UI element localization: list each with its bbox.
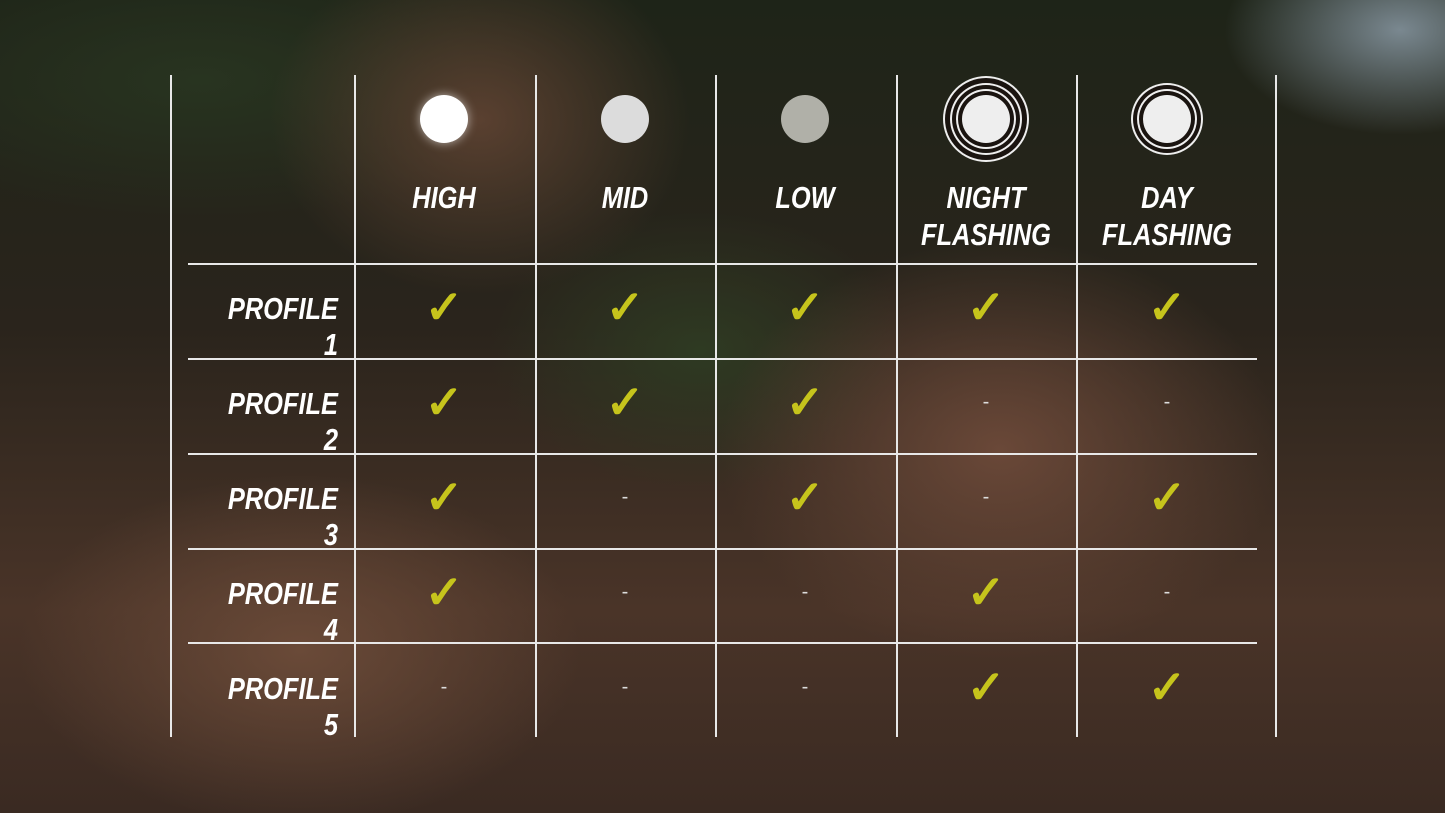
check-icon: ✓ <box>966 566 1006 618</box>
column-label-line: NIGHT <box>946 180 1026 215</box>
check-icon: ✓ <box>424 376 464 428</box>
row-label: PROFILE 5 <box>227 671 338 742</box>
column-header: DAY FLASHING <box>1077 75 1257 263</box>
column-label: DAY FLASHING <box>1093 179 1241 253</box>
check-icon: ✓ <box>1147 661 1187 713</box>
dash-icon: - <box>1163 391 1171 413</box>
dash-icon: - <box>982 391 990 413</box>
column-label: NIGHT FLASHING <box>912 179 1060 253</box>
grid-line-horizontal <box>188 642 1257 644</box>
grid-line-vertical <box>354 75 356 737</box>
grid-line-vertical <box>535 75 537 737</box>
column-header: HIGH <box>354 75 534 263</box>
column-label-line: HIGH <box>412 180 476 215</box>
row-label: PROFILE 1 <box>227 291 338 362</box>
grid-line-vertical <box>1076 75 1078 737</box>
check-icon: ✓ <box>785 376 825 428</box>
column-label: HIGH <box>370 179 518 216</box>
light-dot-bright-icon <box>420 95 468 143</box>
grid-line-horizontal <box>188 453 1257 455</box>
dash-icon: - <box>440 676 448 698</box>
grid-line-horizontal <box>188 358 1257 360</box>
dash-icon: - <box>621 676 629 698</box>
dash-icon: - <box>801 676 809 698</box>
check-icon: ✓ <box>966 661 1006 713</box>
row-label: PROFILE 4 <box>227 576 338 647</box>
grid-line-vertical <box>1275 75 1277 737</box>
light-dot-medium-icon <box>601 95 649 143</box>
row-label: PROFILE 2 <box>227 386 338 457</box>
dash-icon: - <box>1163 581 1171 603</box>
check-icon: ✓ <box>424 566 464 618</box>
grid-line-vertical <box>715 75 717 737</box>
check-icon: ✓ <box>424 281 464 333</box>
check-icon: ✓ <box>605 376 645 428</box>
grid-line-horizontal <box>188 263 1257 265</box>
column-label-line: MID <box>601 180 649 215</box>
check-icon: ✓ <box>1147 281 1187 333</box>
grid-line-vertical <box>170 75 172 737</box>
grid-line-vertical <box>896 75 898 737</box>
check-icon: ✓ <box>785 281 825 333</box>
dash-icon: - <box>801 581 809 603</box>
column-header: LOW <box>715 75 895 263</box>
check-icon: ✓ <box>424 471 464 523</box>
light-dot-dim-icon <box>781 95 829 143</box>
dash-icon: - <box>621 581 629 603</box>
column-label-line: LOW <box>775 180 835 215</box>
column-label-line: FLASHING <box>1102 217 1232 252</box>
light-dot-triple-ring-icon <box>962 95 1010 143</box>
light-dot-double-ring-icon <box>1143 95 1191 143</box>
column-label-line: FLASHING <box>921 217 1051 252</box>
check-icon: ✓ <box>605 281 645 333</box>
check-icon: ✓ <box>785 471 825 523</box>
row-label: PROFILE 3 <box>227 481 338 552</box>
column-label: MID <box>551 179 699 216</box>
column-label-line: DAY <box>1141 180 1193 215</box>
column-header: MID <box>535 75 715 263</box>
grid-line-horizontal <box>188 548 1257 550</box>
dash-icon: - <box>621 486 629 508</box>
check-icon: ✓ <box>966 281 1006 333</box>
check-icon: ✓ <box>1147 471 1187 523</box>
column-header: NIGHT FLASHING <box>896 75 1076 263</box>
dash-icon: - <box>982 486 990 508</box>
column-label: LOW <box>731 179 879 216</box>
